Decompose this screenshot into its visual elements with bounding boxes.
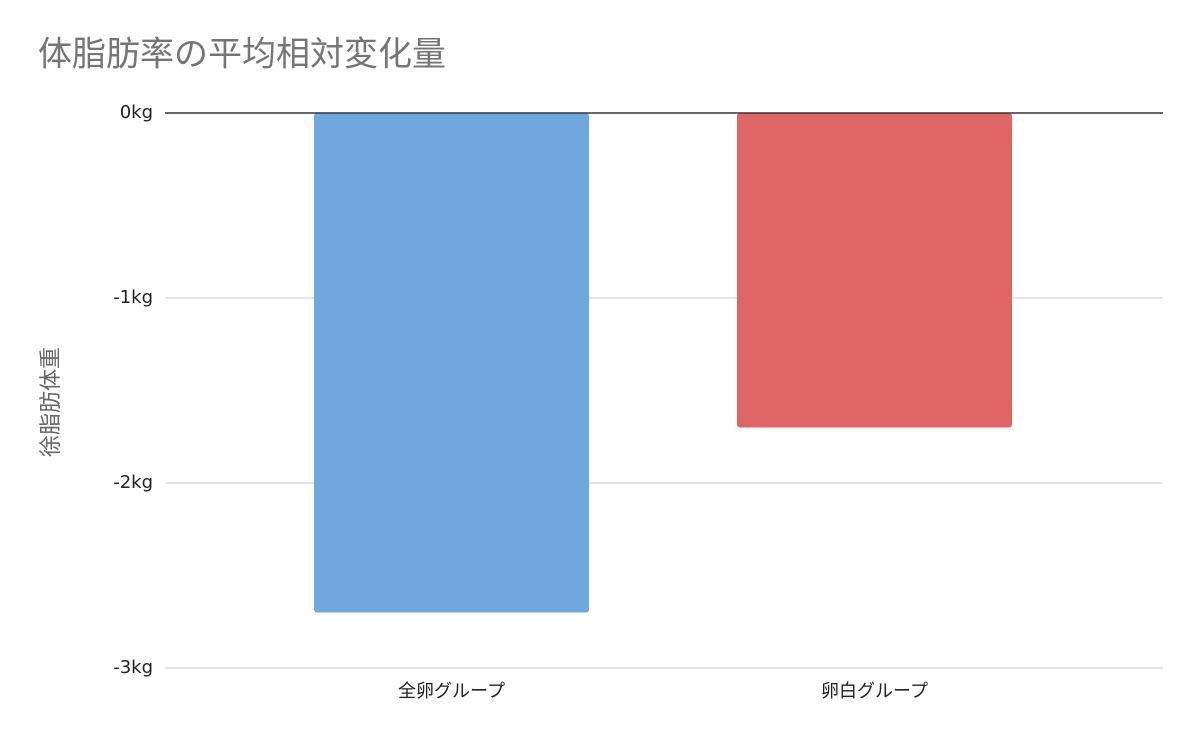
y-tick-label: -1kg	[113, 287, 153, 308]
bar	[314, 113, 589, 613]
x-tick-label: 卵白グループ	[821, 681, 928, 702]
y-tick-label: -2kg	[113, 472, 153, 493]
y-tick-label: -3kg	[113, 657, 153, 678]
y-tick-label: 0kg	[120, 102, 153, 123]
chart-title: 体脂肪率の平均相対変化量	[38, 35, 446, 75]
bar	[737, 113, 1012, 428]
y-axis-label: 徐脂肪体重	[39, 347, 64, 457]
x-tick-label: 全卵グループ	[398, 681, 505, 702]
